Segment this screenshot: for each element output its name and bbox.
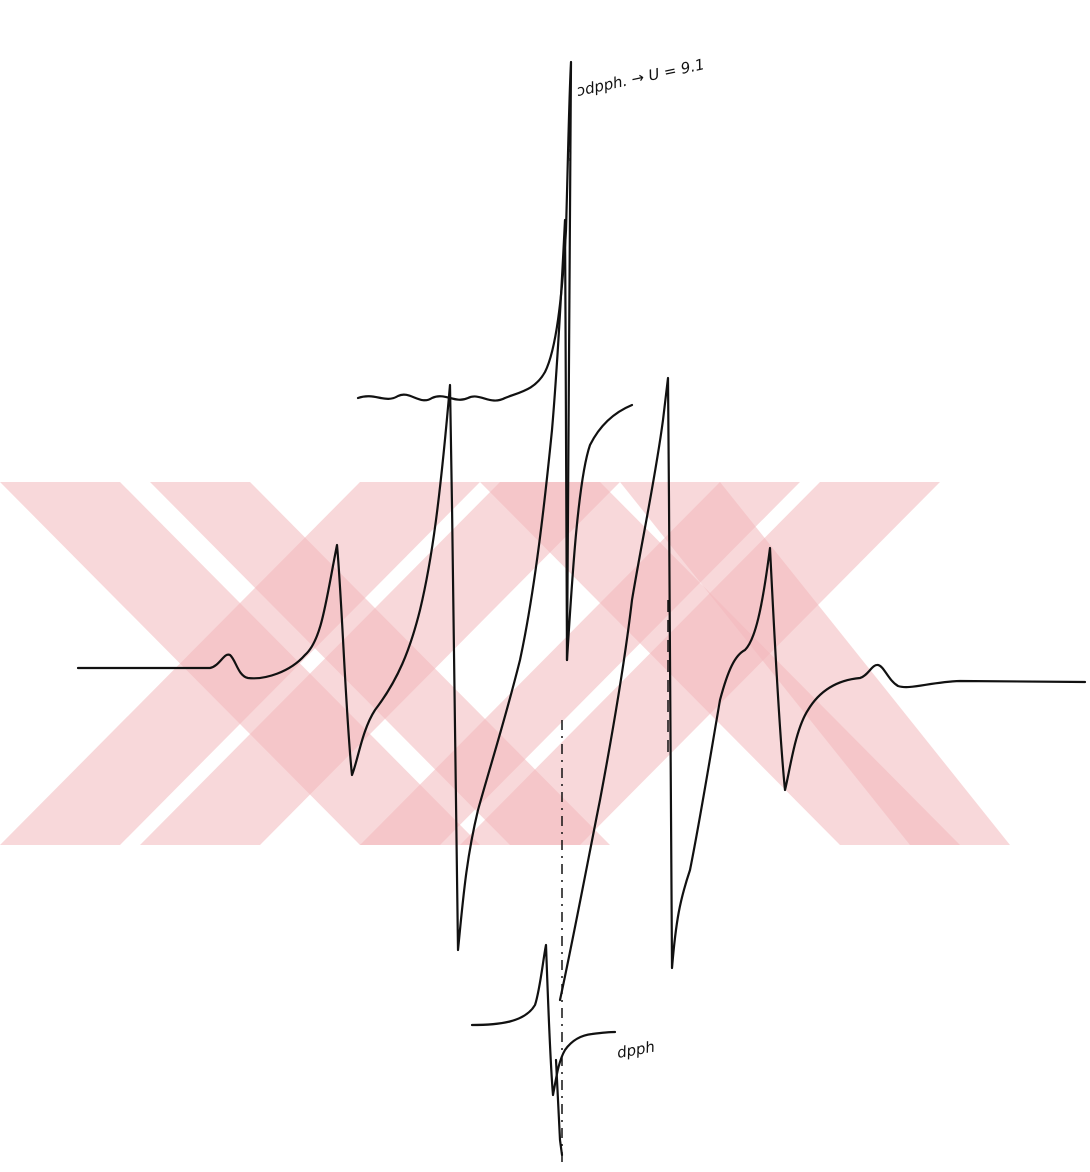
- watermark: [0, 482, 1010, 845]
- annotation: ɔdpph. → U = 9.1: [575, 55, 706, 100]
- annotation: dpph: [616, 1038, 657, 1062]
- page: ɔdpph. → U = 9.1 dpph (() => { const dat…: [0, 0, 1090, 1172]
- spectrum-scan: ɔdpph. → U = 9.1 dpph: [0, 0, 1090, 1172]
- dpph-trace: [472, 945, 615, 1095]
- center-line: [556, 1060, 562, 1155]
